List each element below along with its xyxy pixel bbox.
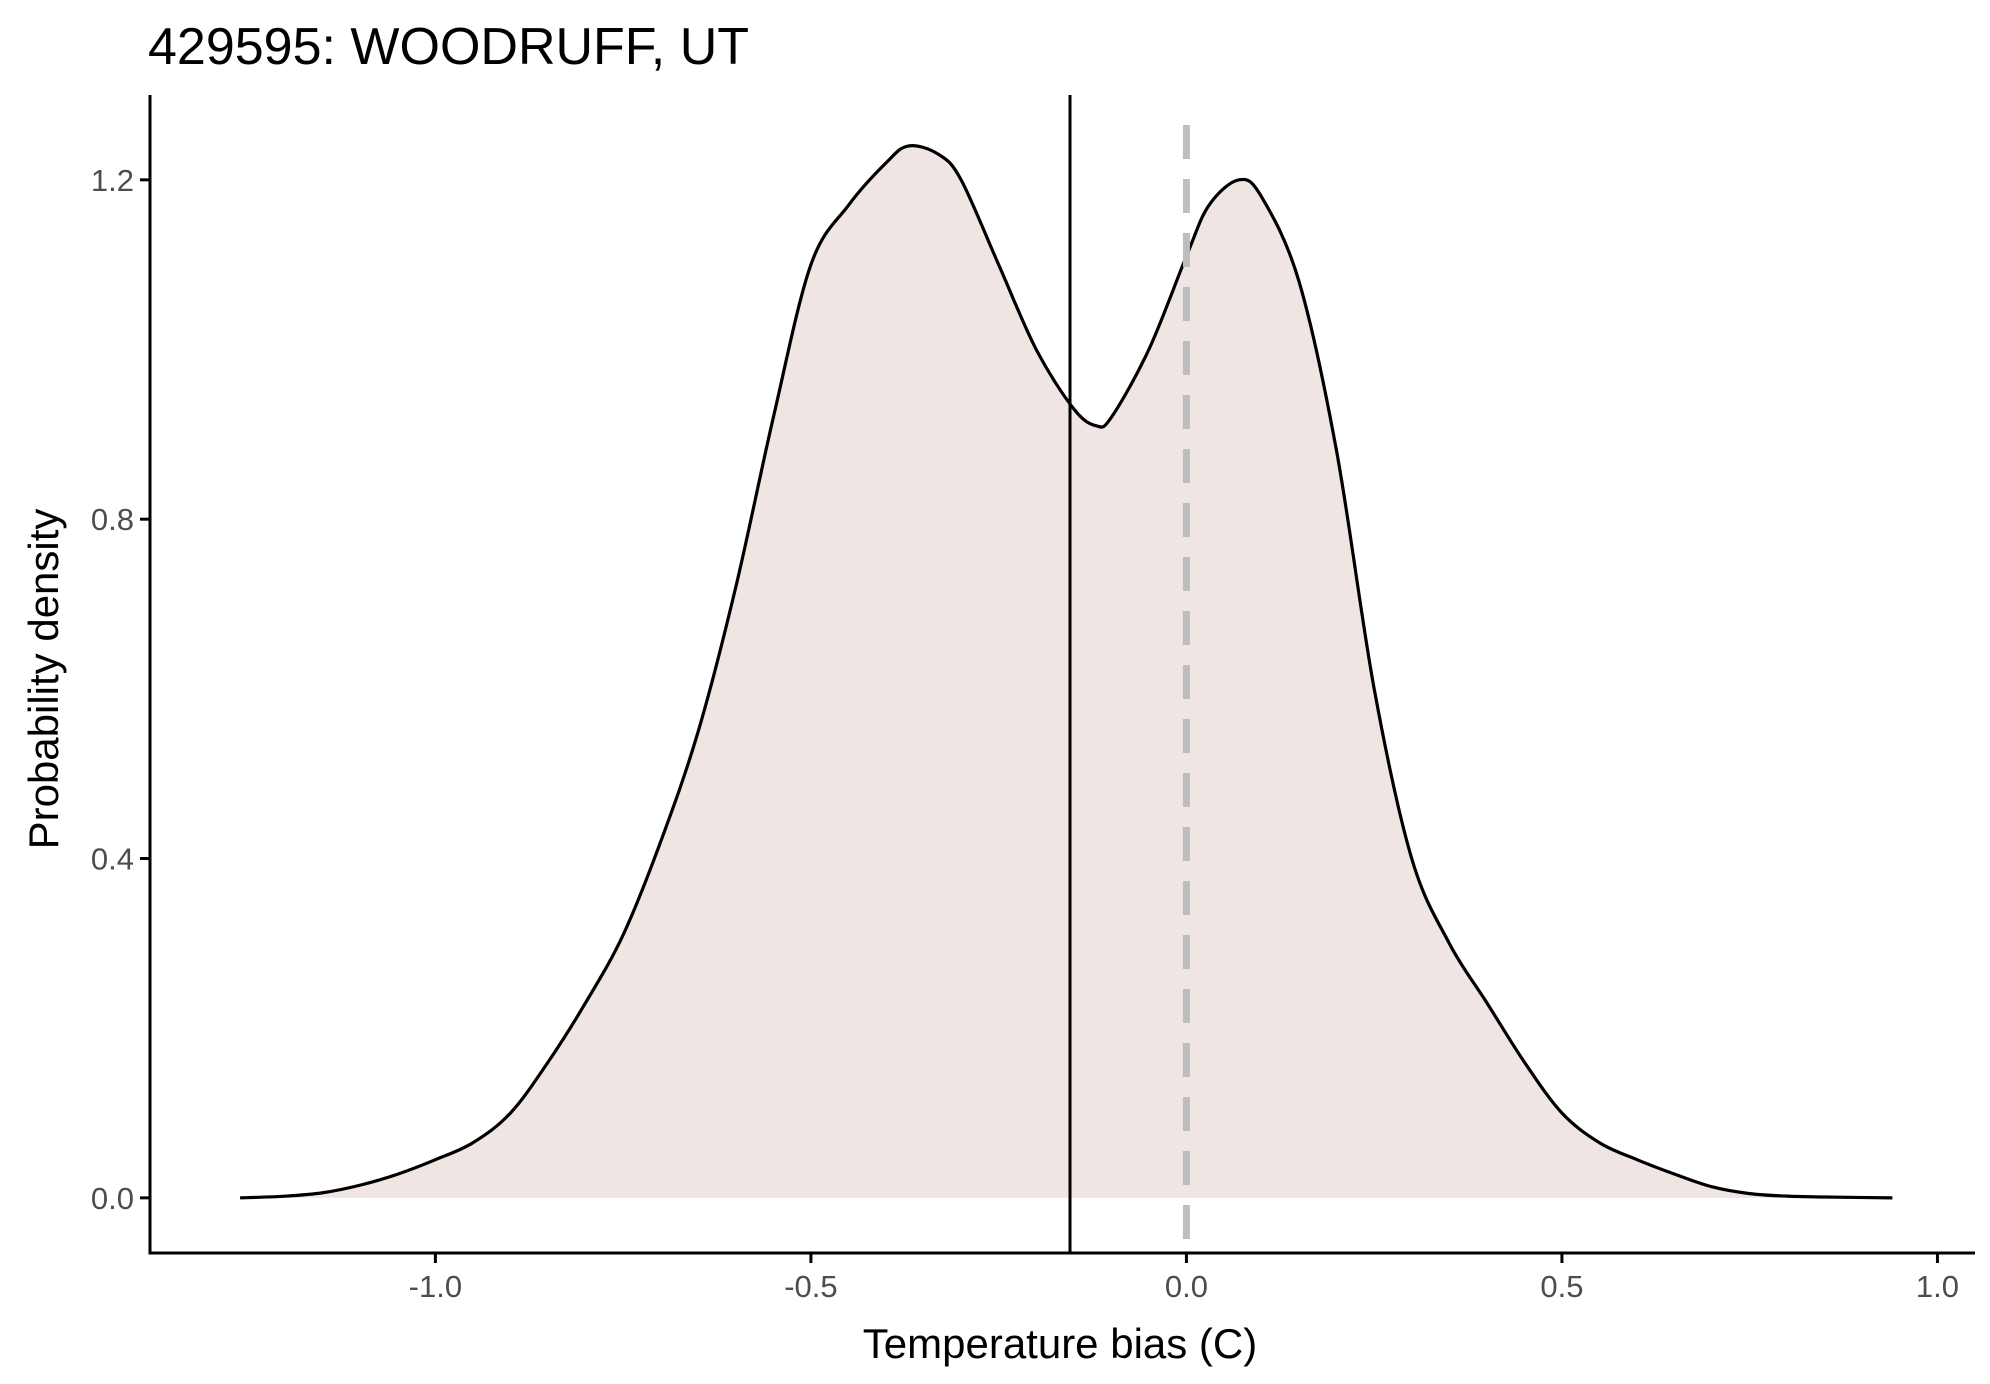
y-tick-label: 0.0 [91, 1181, 134, 1216]
x-axis-label: Temperature bias (C) [863, 1320, 1257, 1367]
x-tick-label: 0.5 [1540, 1269, 1583, 1304]
y-tick-label: 1.2 [91, 163, 134, 198]
x-tick-label: 0.0 [1165, 1269, 1208, 1304]
plot-marks [240, 95, 1893, 1253]
x-axis-ticks: -1.0 -0.5 0.0 0.5 1.0 [409, 1253, 1959, 1304]
x-tick-label: -1.0 [409, 1269, 462, 1304]
density-line [240, 144, 1893, 1200]
x-tick-label: -0.5 [784, 1269, 837, 1304]
y-tick-label: 0.4 [91, 842, 134, 877]
axes: -1.0 -0.5 0.0 0.5 1.0 0.0 0.4 0.8 1.2 [91, 95, 1975, 1304]
y-axis-ticks: 0.0 0.4 0.8 1.2 [91, 163, 150, 1216]
y-tick-label: 0.8 [91, 502, 134, 537]
x-tick-label: 1.0 [1916, 1269, 1959, 1304]
chart-title: 429595: WOODRUFF, UT [148, 18, 749, 76]
y-axis-label: Probability density [20, 509, 67, 850]
density-area [240, 145, 1893, 1198]
